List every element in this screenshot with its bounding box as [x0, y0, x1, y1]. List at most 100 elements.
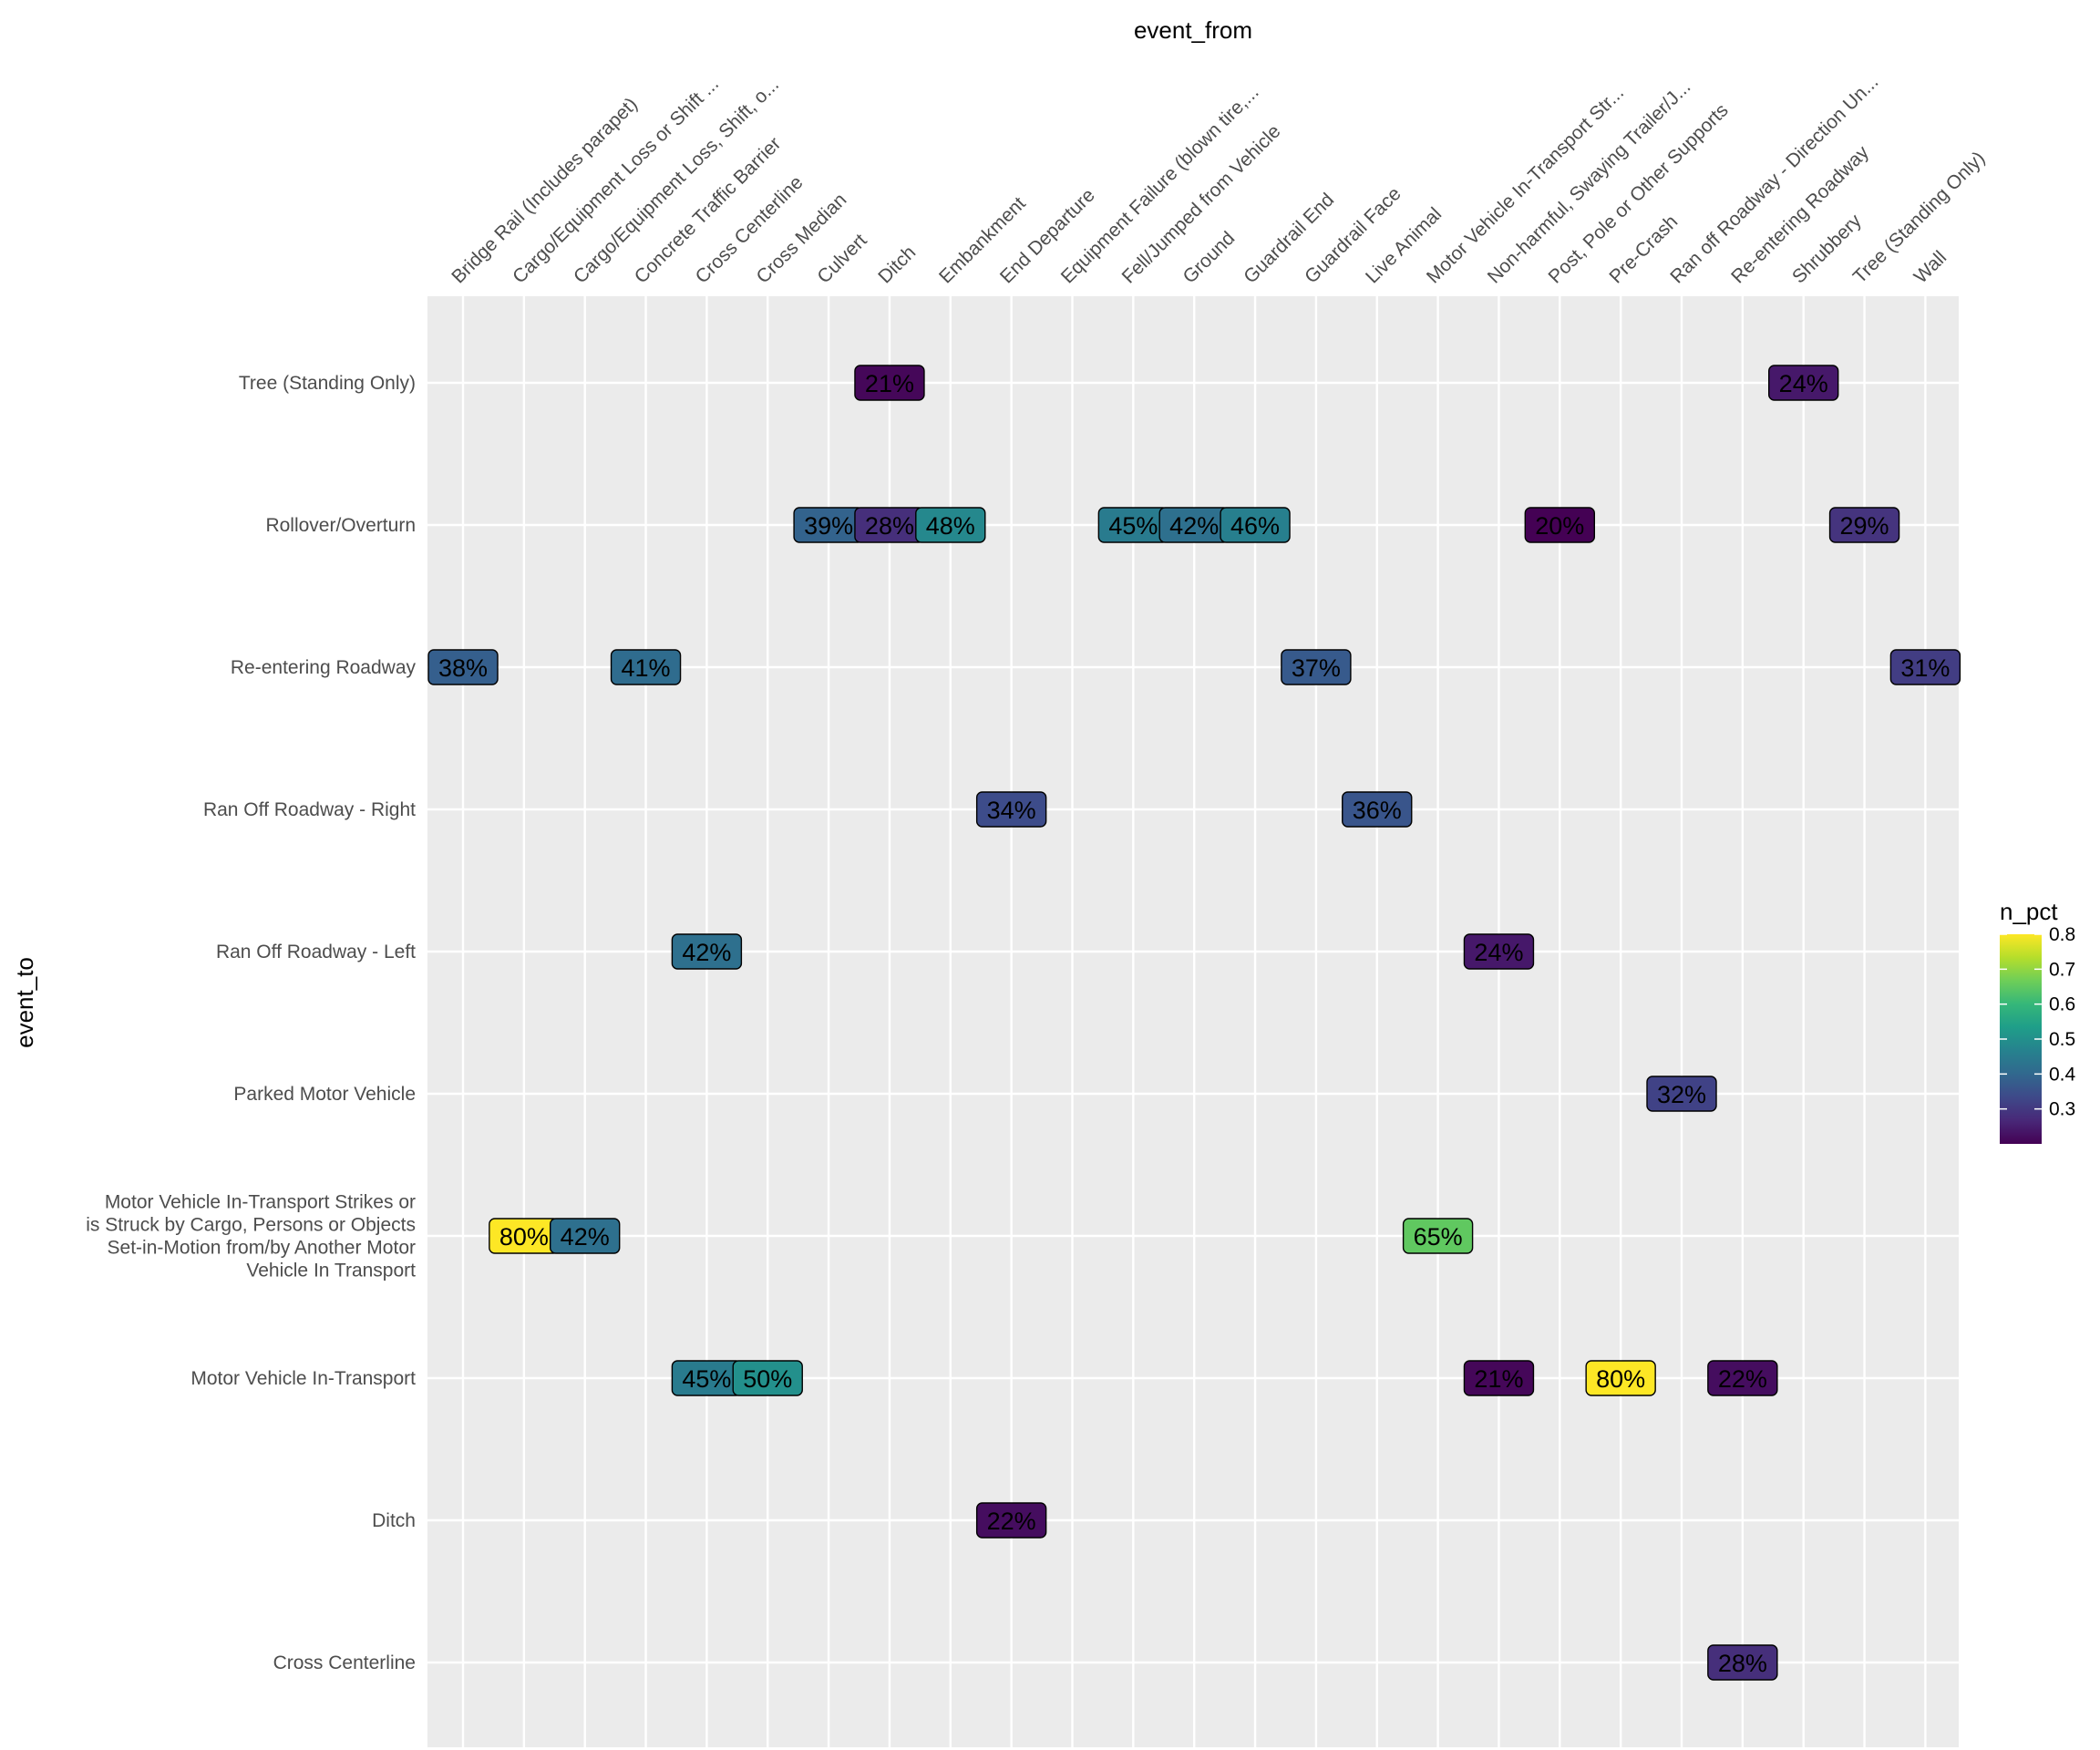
legend-tick-label: 0.5	[2049, 1029, 2075, 1050]
heatmap-cell: 34%	[975, 791, 1047, 828]
cell-box	[854, 365, 925, 401]
heatmap-cell: 36%	[1342, 791, 1413, 828]
cell-box	[975, 1502, 1047, 1539]
heatmap-cell: 45%	[1097, 507, 1169, 543]
x-tick-label: Ground	[1179, 228, 1239, 288]
heatmap-cell: 24%	[1463, 933, 1535, 970]
cell-box	[1463, 1360, 1535, 1396]
cell-box	[1707, 1644, 1778, 1681]
x-tick-label: Ditch	[874, 242, 920, 287]
heatmap-cell: 50%	[732, 1360, 803, 1396]
x-tick-label: Culvert	[813, 230, 870, 287]
cell-box	[1707, 1360, 1778, 1396]
heatmap-cell: 29%	[1828, 507, 1900, 543]
x-tick-label: Cross Centerline	[692, 172, 808, 288]
cell-box	[1767, 365, 1839, 401]
legend-tick-label: 0.7	[2049, 959, 2075, 980]
cell-label: 45%	[1108, 512, 1158, 540]
heatmap-cell: 80%	[489, 1218, 560, 1254]
cell-label: 37%	[1292, 654, 1341, 682]
x-axis-title: event_from	[1134, 16, 1252, 44]
y-tick-label: Motor Vehicle In-Transport Strikes or is …	[86, 1192, 416, 1282]
cell-label: 31%	[1900, 654, 1950, 682]
legend-tick-label: 0.6	[2049, 994, 2075, 1015]
heatmap-cell: 22%	[975, 1502, 1047, 1539]
heatmap-cell: 46%	[1220, 507, 1291, 543]
cell-label: 41%	[622, 654, 671, 682]
cell-box	[1220, 507, 1291, 543]
cell-box	[1524, 507, 1596, 543]
cell-box	[1463, 933, 1535, 970]
cell-label: 24%	[1779, 370, 1828, 397]
color-legend: n_pct 0.3 0.4 0.5 0.6 0.7 0.8	[2000, 898, 2076, 1144]
legend-ticks: 0.3 0.4 0.5 0.6 0.7 0.8	[2000, 924, 2076, 1120]
cell-label: 22%	[1718, 1365, 1767, 1393]
cell-box	[1828, 507, 1900, 543]
legend-tick-label: 0.3	[2049, 1099, 2075, 1120]
x-tick-label: Wall	[1910, 247, 1951, 288]
cell-box	[915, 507, 986, 543]
cell-box	[427, 649, 499, 685]
cell-box	[671, 933, 743, 970]
cell-label: 21%	[865, 370, 914, 397]
heatmap-cell: 31%	[1889, 649, 1961, 685]
heatmap-cell: 38%	[427, 649, 499, 685]
y-tick-label: Ditch	[372, 1510, 416, 1531]
cell-label: 42%	[1169, 512, 1219, 540]
cell-label: 50%	[743, 1365, 792, 1393]
y-tick-label: Motor Vehicle In-Transport	[190, 1368, 416, 1389]
legend-title: n_pct	[2000, 898, 2058, 925]
cell-box	[1585, 1360, 1656, 1396]
heatmap-cell: 65%	[1402, 1218, 1474, 1254]
y-tick-label: Rollover/Overturn	[265, 515, 416, 536]
cell-box	[1342, 791, 1413, 828]
heatmap-cell: 42%	[1158, 507, 1230, 543]
y-tick-label: Tree (Standing Only)	[239, 373, 416, 394]
cell-box	[610, 649, 682, 685]
heatmap-cell: 42%	[550, 1218, 621, 1254]
heatmap-cells: 21% 24% 39% 28% 48% 45% 42% 46% 20% 29% 38% 41% 37% 3…	[427, 365, 1961, 1681]
heatmap-cell: 21%	[1463, 1360, 1535, 1396]
cell-label: 42%	[561, 1223, 610, 1251]
cell-label: 80%	[1596, 1365, 1645, 1393]
heatmap-cell: 32%	[1646, 1076, 1717, 1112]
cell-label: 22%	[987, 1508, 1036, 1535]
heatmap-cell: 41%	[610, 649, 682, 685]
heatmap-cell: 45%	[671, 1360, 743, 1396]
y-tick-labels: Cross Centerline Ditch Motor Vehicle In-Tr…	[86, 373, 416, 1673]
legend-tick-label: 0.8	[2049, 924, 2075, 945]
cell-label: 80%	[499, 1223, 549, 1251]
heatmap-cell: 22%	[1707, 1360, 1778, 1396]
cell-label: 28%	[1718, 1650, 1767, 1677]
y-tick-label: Ran Off Roadway - Right	[203, 799, 416, 820]
cell-label: 24%	[1474, 939, 1523, 966]
cell-label: 32%	[1657, 1081, 1706, 1108]
cell-box	[1889, 649, 1961, 685]
cell-label: 29%	[1840, 512, 1889, 540]
cell-label: 42%	[682, 939, 731, 966]
cell-label: 46%	[1230, 512, 1280, 540]
cell-box	[550, 1218, 621, 1254]
heatmap-cell: 48%	[915, 507, 986, 543]
y-tick-label: Ran Off Roadway - Left	[216, 942, 416, 962]
cell-label: 21%	[1474, 1365, 1523, 1393]
cell-label: 65%	[1414, 1223, 1463, 1251]
cell-label: 20%	[1535, 512, 1584, 540]
cell-box	[1402, 1218, 1474, 1254]
cell-box	[975, 791, 1047, 828]
cell-label: 34%	[987, 797, 1036, 824]
cell-label: 48%	[926, 512, 975, 540]
heatmap-cell: 28%	[1707, 1644, 1778, 1681]
cell-label: 45%	[682, 1365, 731, 1393]
cell-box	[1646, 1076, 1717, 1112]
cell-label: 38%	[438, 654, 488, 682]
heatmap-cell: 28%	[854, 507, 925, 543]
x-tick-labels: Bridge Rail (Includes parapet)Cargo/Equi…	[448, 71, 1989, 287]
cell-label: 39%	[804, 512, 853, 540]
heatmap-cell: 42%	[671, 933, 743, 970]
y-tick-label: Parked Motor Vehicle	[233, 1084, 416, 1105]
cell-label: 28%	[865, 512, 914, 540]
y-tick-label: Re-entering Roadway	[231, 657, 417, 678]
heatmap-cell: 80%	[1585, 1360, 1656, 1396]
